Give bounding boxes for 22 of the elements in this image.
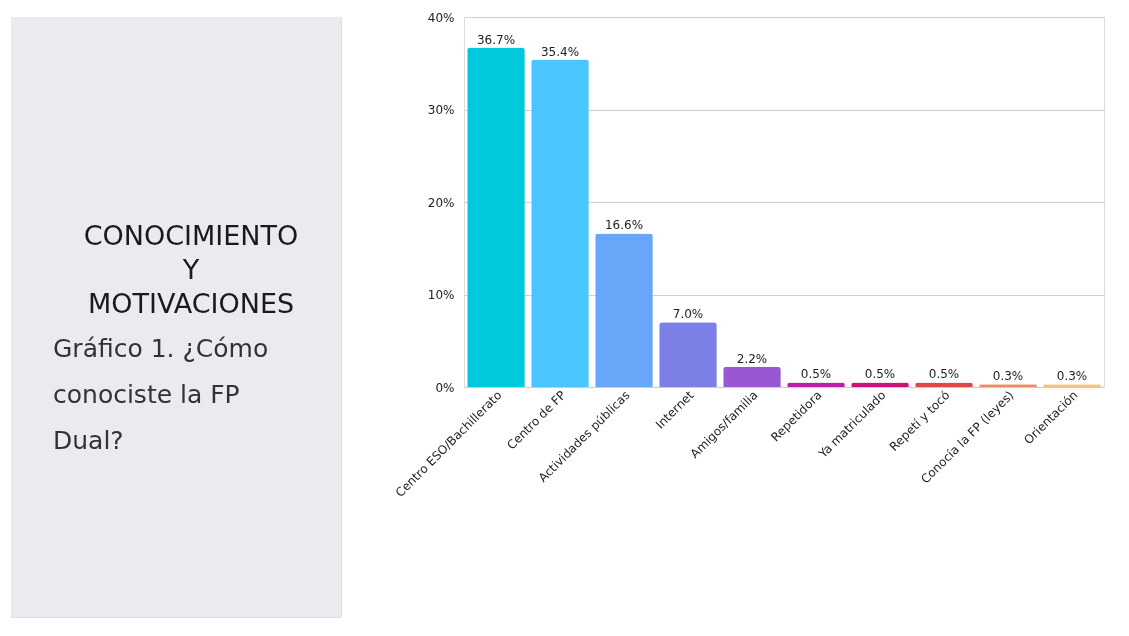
data-label: 7.0% xyxy=(672,307,704,322)
y-tick-label: 10% xyxy=(427,288,455,302)
text: Gráfico 1. ¿Cómo conociste la FP Dual? xyxy=(53,334,269,455)
y-tick-label: 20% xyxy=(427,195,455,210)
y-tick-label: 40% xyxy=(427,10,455,25)
bar xyxy=(659,322,717,387)
data-label: 0.5% xyxy=(864,367,896,382)
bar xyxy=(531,59,589,387)
y-tick-label: 30% xyxy=(427,103,455,117)
data-label: 0.3% xyxy=(992,369,1024,384)
data-label: 2.2% xyxy=(736,351,768,366)
data-label: 0.3% xyxy=(1056,369,1088,384)
data-label: 0.5% xyxy=(928,367,960,382)
text: CONOCIMIENTO Y MOTIVACIONES xyxy=(83,220,299,319)
y-tick-label: 0% xyxy=(435,380,455,395)
bar xyxy=(467,47,525,387)
data-label: 36.7% xyxy=(476,32,516,47)
data-label: 16.6% xyxy=(604,218,644,233)
bar xyxy=(723,366,781,387)
data-label: 35.4% xyxy=(540,44,580,59)
bar xyxy=(595,233,653,387)
data-label: 0.5% xyxy=(800,367,832,382)
